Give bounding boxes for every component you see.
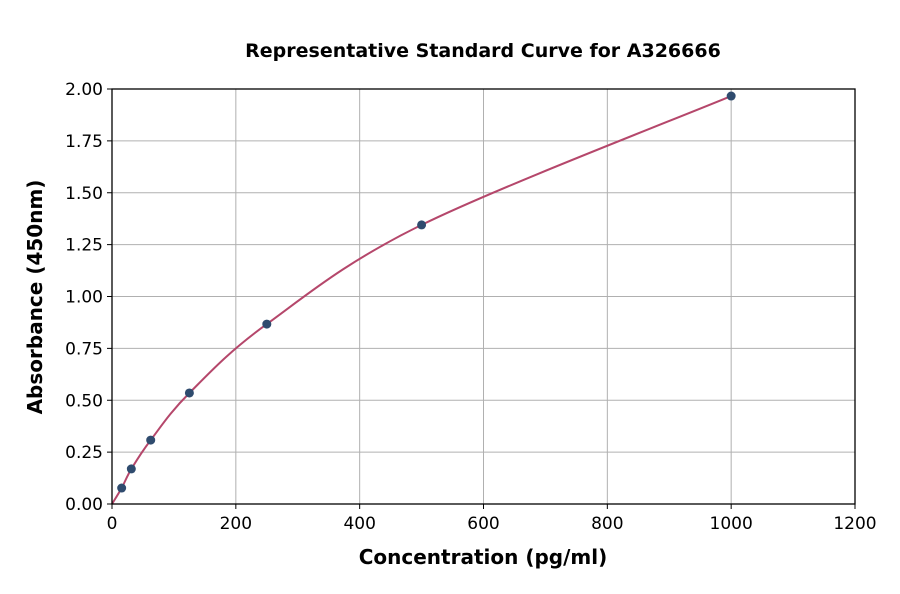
data-point [146, 435, 156, 445]
x-tick-label: 400 [343, 514, 375, 534]
y-tick-label: 0.25 [65, 443, 103, 463]
data-point [126, 464, 136, 474]
y-tick-label: 0.00 [65, 495, 103, 515]
y-tick-label: 2.00 [65, 80, 103, 100]
y-tick-label: 1.50 [65, 184, 103, 204]
chart-title: Representative Standard Curve for A32666… [245, 40, 721, 62]
y-tick-label: 1.25 [65, 236, 103, 256]
x-axis-label: Concentration (pg/ml) [359, 545, 608, 569]
y-tick-label: 0.50 [65, 391, 103, 411]
x-tick-label: 1200 [833, 514, 876, 534]
y-tick-label: 1.00 [65, 288, 103, 308]
x-tick-label: 0 [107, 514, 118, 534]
data-point [117, 483, 127, 493]
data-point [726, 91, 736, 101]
fit-curve [111, 95, 732, 505]
data-point [417, 220, 427, 230]
plot-frame [111, 88, 856, 505]
data-point [262, 319, 272, 329]
data-point [184, 388, 194, 398]
y-tick-label: 1.75 [65, 132, 103, 152]
x-tick-label: 200 [220, 514, 252, 534]
x-tick-label: 600 [467, 514, 499, 534]
x-tick-label: 800 [591, 514, 623, 534]
x-tick-label: 1000 [710, 514, 753, 534]
y-axis-label: Absorbance (450nm) [23, 180, 47, 415]
y-tick-label: 0.75 [65, 339, 103, 359]
